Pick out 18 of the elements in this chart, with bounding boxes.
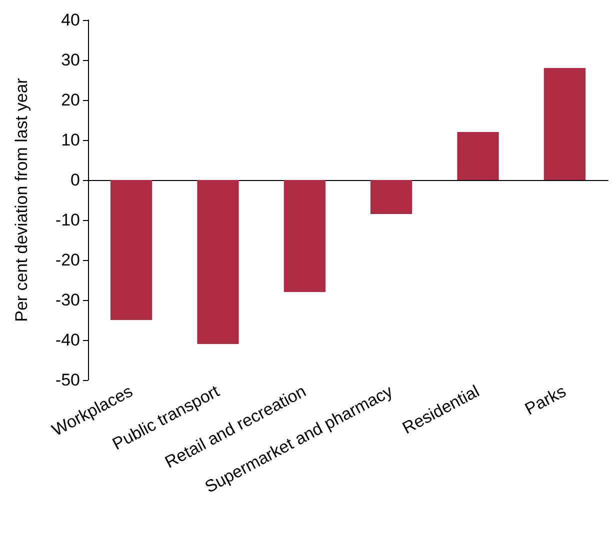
bar [110, 180, 152, 320]
x-tick-label: Parks [522, 382, 570, 419]
y-tick-label: -20 [55, 250, 80, 270]
y-tick-label: 30 [61, 50, 80, 70]
y-tick-label: -30 [55, 290, 80, 310]
bar [457, 132, 499, 180]
y-tick-label: -10 [55, 210, 80, 230]
y-tick-label: -40 [55, 330, 80, 350]
bar [370, 180, 412, 214]
bar [197, 180, 239, 344]
y-axis-title: Per cent deviation from last year [12, 78, 31, 322]
bar [544, 68, 586, 180]
y-tick-label: 20 [61, 90, 80, 110]
y-tick-label: 0 [70, 170, 80, 190]
y-tick-label: 10 [61, 130, 80, 150]
y-tick-label: -50 [55, 370, 80, 390]
y-tick-label: 40 [61, 10, 80, 30]
bar [284, 180, 326, 292]
